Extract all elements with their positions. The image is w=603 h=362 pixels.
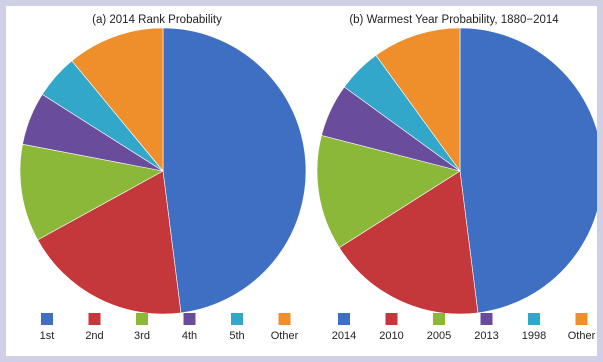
legend-label: 1st	[40, 330, 55, 342]
legend-label: 3rd	[134, 330, 150, 342]
legend-swatch	[575, 313, 588, 325]
legend-label: 1998	[522, 330, 546, 342]
legend-item-other: Other	[568, 313, 596, 342]
pie-slice-2nd	[37, 170, 182, 315]
legend-swatch	[480, 313, 493, 325]
chart-title: (b) Warmest Year Probability, 1880−2014	[349, 14, 559, 26]
pie-slices	[19, 27, 307, 315]
legend-label: 2nd	[85, 330, 103, 342]
legend-swatch	[183, 313, 196, 325]
pie-chart-rank-probability: (a) 2014 Rank Probability 1st 2nd 3rd 4th 5t…	[19, 14, 307, 342]
chart-legend: 1st 2nd 3rd 4th 5th Other	[40, 313, 299, 342]
legend-swatch	[528, 313, 540, 325]
pie-slice-2005	[316, 135, 461, 249]
legend-swatch	[385, 313, 398, 325]
pie-slice-3rd	[19, 143, 164, 241]
pie-slice-2014	[459, 27, 597, 314]
pie-slice-other	[71, 27, 164, 172]
legend-item-1998: 1998	[522, 313, 546, 342]
legend-label: Other	[568, 330, 596, 342]
legend-swatch	[278, 313, 291, 325]
pie-slices	[316, 27, 597, 315]
legend-label: Other	[271, 330, 299, 342]
legend-swatch	[41, 313, 53, 325]
legend-item-5th: 5th	[229, 313, 245, 342]
chart-title: (a) 2014 Rank Probability	[92, 14, 222, 26]
legend-item-2013: 2013	[474, 313, 499, 342]
legend-item-2005: 2005	[427, 313, 451, 342]
legend-item-2010: 2010	[379, 313, 404, 342]
legend-label: 2014	[332, 330, 356, 342]
figure-panel: (a) 2014 Rank Probability 1st 2nd 3rd 4th 5t…	[6, 6, 597, 356]
pie-chart-warmest-year-probability: (b) Warmest Year Probability, 1880−2014 …	[316, 14, 597, 342]
legend-item-2nd: 2nd	[85, 313, 104, 342]
legend-label: 5th	[229, 330, 244, 342]
legend-item-4th: 4th	[182, 313, 197, 342]
legend-swatch	[88, 313, 101, 325]
pie-charts-figure: (a) 2014 Rank Probability 1st 2nd 3rd 4th 5t…	[19, 14, 597, 342]
legend-label: 4th	[182, 330, 197, 342]
legend-swatch	[338, 313, 350, 325]
pie-slice-other	[375, 27, 461, 172]
legend-swatch	[433, 313, 445, 325]
pie-slice-2010	[338, 170, 479, 315]
legend-label: 2013	[474, 330, 498, 342]
legend-swatch	[231, 313, 243, 325]
legend-label: 2010	[379, 330, 403, 342]
pie-slice-1st	[162, 27, 307, 314]
legend-item-3rd: 3rd	[134, 313, 150, 342]
legend-label: 2005	[427, 330, 451, 342]
legend-swatch	[136, 313, 148, 325]
legend-item-other: Other	[271, 313, 299, 342]
chart-legend: 2014 2010 2005 2013 1998 Other	[332, 313, 596, 342]
legend-item-2014: 2014	[332, 313, 356, 342]
legend-item-1st: 1st	[40, 313, 55, 342]
